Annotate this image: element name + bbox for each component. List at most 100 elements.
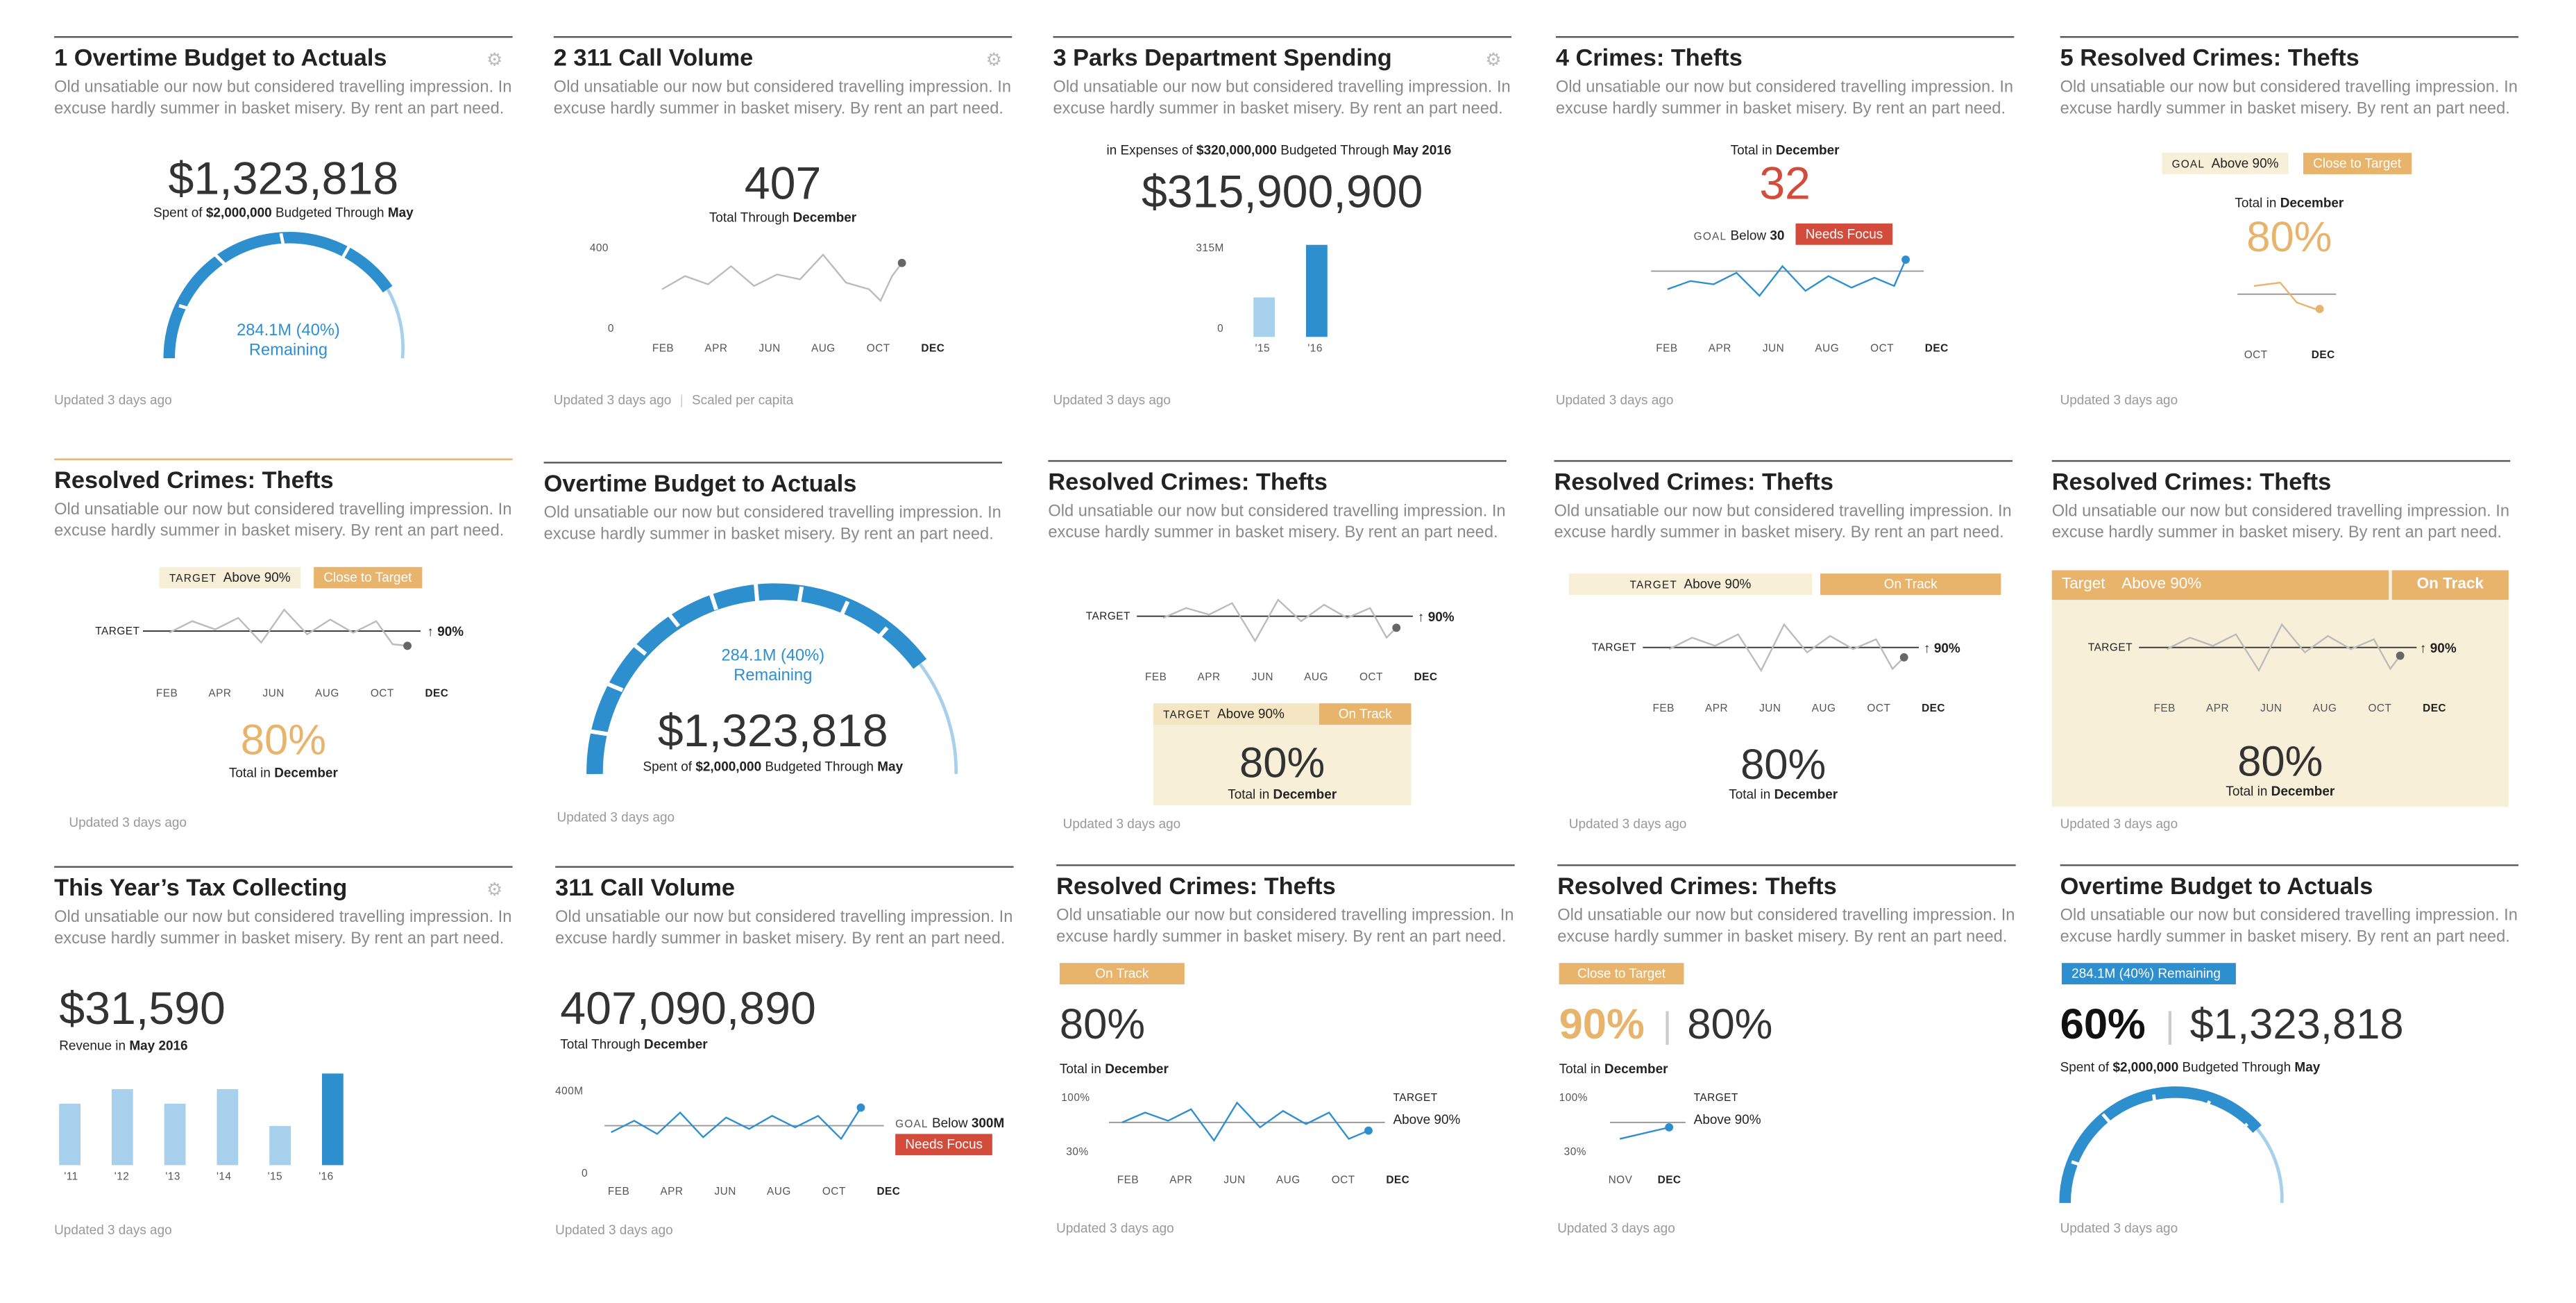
value-separator: | [1662, 1004, 1672, 1045]
card-rule [2060, 864, 2519, 866]
target-label: TARGET [1693, 1093, 1738, 1104]
status-badge: Close to Target [1559, 963, 1684, 985]
card-311-call-volume-2[interactable]: 311 Call Volume Old unsatiable our now b… [555, 866, 1014, 1277]
remaining-badge: 284.1M (40%) Remaining [2061, 963, 2236, 985]
budget-value: $1,323,818 [657, 705, 888, 756]
call-volume-sparkline [604, 1103, 884, 1141]
month-nov: NOV [1608, 1175, 1633, 1187]
card-title: Resolved Crimes: Thefts [1048, 470, 1328, 496]
target-label: TARGET [1591, 642, 1637, 655]
thefts-value: 32 [1759, 158, 1811, 209]
gear-icon[interactable]: ⚙ [985, 51, 1003, 71]
target-text: Above 90% [1393, 1112, 1461, 1127]
updated-text: Updated 3 days ago [2060, 816, 2178, 832]
total-through-line: Total Through December [709, 210, 857, 226]
gear-icon[interactable]: ⚙ [1485, 51, 1502, 71]
y-axis-bottom: 0 [1217, 323, 1224, 335]
target-pct: ↑ 90% [2420, 641, 2457, 656]
card-title: 3 Parks Department Spending [1053, 46, 1392, 73]
tax-bar-14 [217, 1088, 239, 1166]
target-chip: Target Above 90% [2051, 570, 2389, 600]
previous-value: 80% [1687, 999, 1773, 1049]
y-axis-top: 315M [1196, 243, 1224, 255]
updated-text: Updated 3 days ago [1056, 1220, 1174, 1236]
card-311-call-volume[interactable]: 2 311 Call Volume ⚙ Old unsatiable our n… [553, 36, 1012, 447]
card-resolved-thefts-14[interactable]: Resolved Crimes: Thefts Old unsatiable o… [1557, 864, 2016, 1275]
budget-gauge [163, 232, 405, 359]
year-labels: '11 '12 '13 '14 '15 '16 [64, 1171, 334, 1184]
card-tax-collecting[interactable]: This Year’s Tax Collecting ⚙ Old unsatia… [54, 866, 513, 1277]
status-badge: On Track [1820, 573, 2001, 595]
budget-remaining-label: Remaining [248, 342, 328, 360]
updated-text: Updated 3 days ago [54, 392, 172, 408]
resolved-value: 80% [2246, 212, 2332, 262]
card-resolved-thefts-6[interactable]: Resolved Crimes: Thefts Old unsatiable o… [54, 458, 513, 869]
budget-spent-line: Spent of $2,000,000 Budgeted Through May [153, 205, 414, 221]
resolved-sparkline [1108, 1101, 1385, 1143]
card-overtime-budget[interactable]: 1 Overtime Budget to Actuals ⚙ Old unsat… [54, 36, 513, 447]
resolved-sparkline [142, 608, 421, 650]
card-description: Old unsatiable our now but considered tr… [2060, 907, 2518, 947]
card-title: 5 Resolved Crimes: Thefts [2060, 46, 2359, 73]
card-rule [54, 36, 513, 38]
card-rule [1557, 864, 2016, 866]
card-overtime-budget-3[interactable]: Overtime Budget to Actuals Old unsatiabl… [2059, 864, 2519, 1275]
gear-icon[interactable]: ⚙ [486, 51, 503, 71]
card-resolved-thefts-8[interactable]: Resolved Crimes: Thefts Old unsatiable o… [1048, 460, 1507, 871]
goal-line: GOAL Below 30 [1693, 228, 1785, 244]
resolved-sparkline [2237, 281, 2337, 313]
card-rule [2060, 36, 2519, 38]
needs-focus-badge: Needs Focus [895, 1134, 993, 1156]
y-axis-top: 400M [555, 1086, 584, 1098]
card-resolved-thefts-5[interactable]: 5 Resolved Crimes: Thefts Old unsatiable… [2060, 36, 2519, 447]
card-rule [1056, 864, 1515, 866]
y-axis-top: 100% [1559, 1093, 1588, 1104]
card-description: Old unsatiable our now but considered tr… [1554, 503, 2012, 543]
card-rule [553, 36, 1012, 38]
card-resolved-thefts-13[interactable]: Resolved Crimes: Thefts Old unsatiable o… [1056, 864, 1515, 1275]
resolved-value: 80% [1059, 999, 1146, 1049]
gear-icon[interactable]: ⚙ [486, 880, 503, 901]
status-badge: Close to Target [314, 566, 422, 589]
card-resolved-thefts-9[interactable]: Resolved Crimes: Thefts Old unsatiable o… [1554, 460, 2012, 871]
resolved-value: 80% [240, 714, 326, 764]
x-axis-months: FEB APR JUN AUG OCT DEC [607, 1186, 901, 1198]
card-title: 311 Call Volume [555, 875, 735, 902]
month-dec: DEC [2311, 350, 2335, 362]
card-title: 2 311 Call Volume [553, 46, 754, 73]
card-parks-spending[interactable]: 3 Parks Department Spending ⚙ Old unsati… [1053, 36, 1511, 447]
card-description: Old unsatiable our now but considered tr… [1048, 503, 1506, 543]
card-overtime-budget-2[interactable]: Overtime Budget to Actuals Old unsatiabl… [543, 462, 1003, 873]
card-resolved-thefts-10[interactable]: Resolved Crimes: Thefts Old unsatiable o… [2051, 460, 2511, 871]
card-title: Resolved Crimes: Thefts [1554, 470, 1833, 496]
resolved-sparkline [2139, 623, 2417, 673]
thefts-sparkline [1651, 255, 1924, 297]
percent-spent: 60% [2060, 999, 2146, 1049]
target-chip: TARGET Above 90% [1153, 703, 1319, 725]
target-pct: ↑ 90% [1417, 610, 1455, 625]
total-in-line: Total in December [2226, 784, 2335, 799]
card-crimes-thefts[interactable]: 4 Crimes: Thefts Old unsatiable our now … [1555, 36, 2015, 447]
card-rule [1053, 36, 1511, 38]
call-volume-value: 407 [744, 158, 822, 209]
updated-text: Updated 3 days ago | Scaled per capita [553, 392, 794, 408]
status-badge: On Track [1059, 963, 1185, 985]
card-description: Old unsatiable our now but considered tr… [1557, 907, 2015, 947]
y-axis-bottom: 0 [607, 323, 614, 335]
updated-text: Updated 3 days ago [2060, 392, 2178, 408]
revenue-line: Revenue in May 2016 [59, 1039, 188, 1054]
target-pct: ↑ 90% [427, 624, 464, 639]
card-rule [1554, 460, 2012, 462]
tax-bar-11 [59, 1103, 80, 1166]
spending-value: $315,900,900 [1141, 166, 1423, 217]
target-label: TARGET [1393, 1093, 1438, 1104]
value-separator: | [2165, 1004, 2175, 1045]
card-description: Old unsatiable our now but considered tr… [543, 504, 1001, 544]
card-description: Old unsatiable our now but considered tr… [2051, 503, 2510, 543]
call-volume-sparkline [661, 253, 906, 303]
tax-bar-16 [321, 1073, 344, 1166]
total-in-line: Total in December [2235, 195, 2344, 211]
target-chip: TARGET Above 90% [159, 566, 300, 589]
updated-text: Updated 3 days ago [1555, 392, 1674, 408]
